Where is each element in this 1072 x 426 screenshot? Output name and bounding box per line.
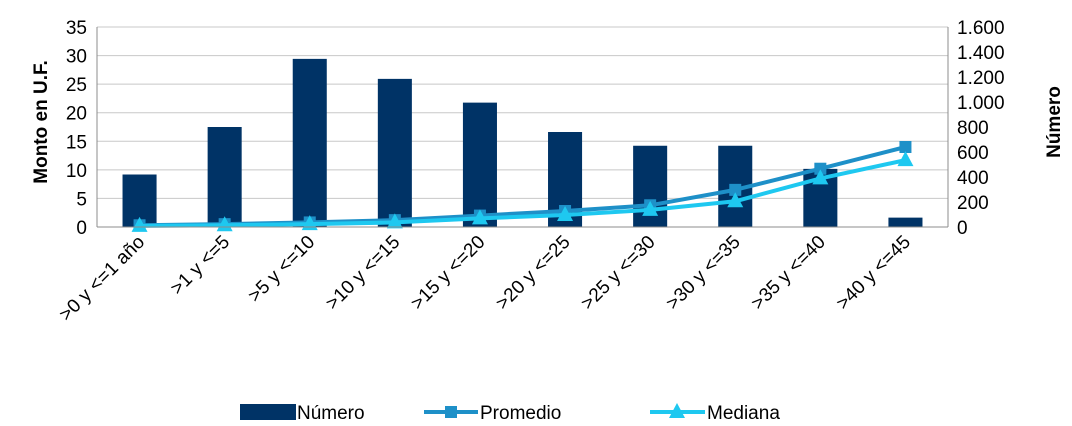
x-tick-label: >20 y <=25	[492, 232, 574, 314]
y-tick-left-label: 25	[66, 75, 87, 96]
bar	[292, 58, 327, 227]
y-tick-right-label: 600	[957, 143, 989, 164]
y-axis-left-ticks: 0 5 10 15 20 25 30 35	[66, 18, 87, 239]
y-tick-left-label: 10	[66, 161, 87, 182]
legend-marker-mediana	[669, 403, 685, 418]
bar	[888, 217, 923, 227]
y-axis-right-title: Número	[1044, 86, 1065, 158]
bar	[462, 102, 497, 227]
point-marker	[557, 206, 574, 221]
y-tick-left-label: 0	[76, 218, 87, 239]
y-tick-right-label: 1.200	[957, 68, 1005, 89]
point-marker	[812, 169, 829, 185]
y-tick-right-label: 1.400	[957, 43, 1005, 64]
x-tick-label: >15 y <=20	[407, 232, 489, 314]
y-axis-right-ticks: 0 200 400 600 800 1.000 1.200 1.400 1.600	[957, 18, 1005, 239]
y-tick-right-label: 800	[957, 118, 989, 139]
y-tick-right-label: 1.000	[957, 93, 1005, 114]
y-tick-right-label: 200	[957, 193, 989, 214]
point-marker	[727, 192, 744, 208]
y-axis-left-title: Monto en U.F.	[31, 60, 52, 183]
y-tick-left-label: 30	[66, 47, 87, 68]
legend-label-numero: Número	[297, 403, 365, 424]
legend-label-mediana: Mediana	[707, 403, 780, 424]
legend-swatch-numero	[240, 404, 296, 420]
x-tick-label: >5 y <=10	[244, 232, 319, 307]
line-series	[131, 141, 914, 232]
point-marker	[216, 216, 233, 232]
point-marker	[814, 162, 827, 175]
x-tick-label: >25 y <=30	[577, 232, 659, 314]
bar	[377, 78, 412, 227]
point-marker	[301, 215, 318, 231]
legend-marker-promedio	[445, 406, 457, 418]
series-line	[139, 158, 906, 228]
x-tick-label: >1 y <=5	[167, 232, 235, 300]
x-tick-label: >30 y <=35	[662, 232, 744, 314]
x-tick-label: >40 y <=45	[833, 232, 915, 314]
y-tick-left-label: 20	[66, 104, 87, 125]
y-tick-right-label: 1.600	[957, 18, 1005, 39]
point-marker	[899, 141, 912, 153]
bar	[207, 127, 242, 227]
x-tick-label: >35 y <=40	[747, 232, 829, 314]
x-tick-label: >10 y <=15	[322, 232, 404, 314]
point-marker	[897, 151, 914, 167]
point-marker	[729, 183, 742, 196]
x-axis-ticks: >0 y <=1 año >1 y <=5 >5 y <=10 >10 y <=15 >…	[55, 232, 915, 326]
legend: Número Promedio Mediana	[240, 403, 780, 424]
bar-series-numero	[122, 58, 923, 227]
y-tick-left-label: 5	[76, 189, 87, 210]
y-tick-right-label: 400	[957, 168, 989, 189]
y-tick-left-label: 35	[66, 18, 87, 39]
point-marker	[386, 213, 403, 229]
legend-label-promedio: Promedio	[480, 403, 561, 424]
point-marker	[131, 216, 148, 232]
point-marker	[642, 200, 659, 216]
y-tick-right-label: 0	[957, 218, 968, 239]
y-tick-left-label: 15	[66, 132, 87, 153]
point-marker	[471, 209, 488, 225]
axes	[96, 27, 949, 228]
x-tick-label: >0 y <=1 año	[55, 232, 149, 326]
